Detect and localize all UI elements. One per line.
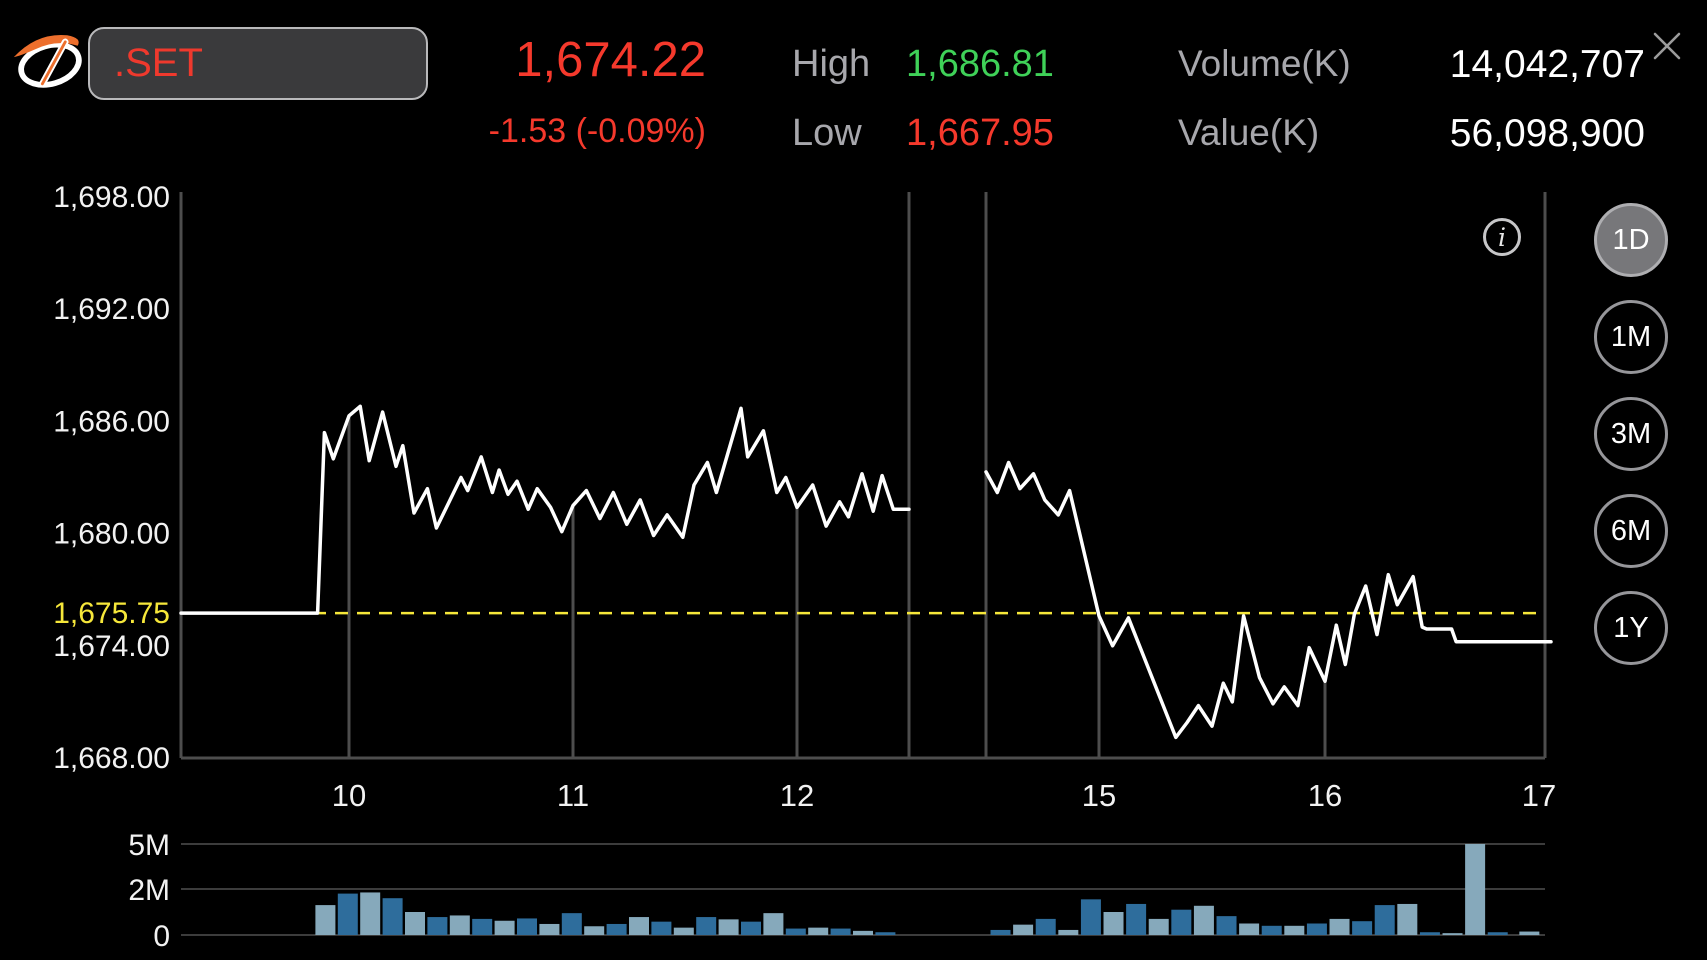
value-label: Value(K) — [1178, 112, 1320, 153]
volume-bar — [1465, 844, 1486, 935]
volume-bar — [1519, 931, 1540, 935]
broker-logo-icon — [13, 34, 82, 88]
volume-bar — [1284, 925, 1305, 935]
volume-bar — [1013, 924, 1034, 935]
volume-bar — [449, 915, 470, 935]
volume-bar — [651, 921, 672, 935]
x-axis-tick-label: 10 — [332, 778, 366, 813]
volume-bar — [606, 923, 627, 935]
volume-bar — [1487, 932, 1508, 935]
volume-bar — [1148, 918, 1169, 935]
volume-axis-label: 0 — [153, 920, 170, 953]
volume-bar — [382, 898, 403, 935]
price-change: -1.53 (-0.09%) — [488, 112, 706, 150]
low-label: Low — [792, 112, 862, 154]
volume-bar — [1035, 918, 1056, 935]
volume-bar — [1352, 921, 1373, 935]
volume-bar — [1419, 932, 1440, 935]
volume-bar — [405, 912, 425, 935]
volume-bar — [853, 930, 873, 935]
volume-bar — [1329, 918, 1350, 935]
last-price: 1,674.22 — [515, 33, 706, 87]
x-axis-tick-label: 12 — [780, 778, 814, 813]
range-button-1m[interactable]: 1M — [1594, 300, 1668, 374]
y-axis-tick-label: 1,680.00 — [53, 518, 170, 551]
volume-bar — [1239, 923, 1260, 935]
volume-bar — [360, 892, 381, 935]
volume-bar — [1442, 933, 1463, 935]
volume-value: 14,042,707 — [1449, 43, 1645, 86]
x-axis-tick-label: 15 — [1082, 778, 1116, 813]
volume-bar — [1058, 929, 1079, 935]
volume-bar — [472, 918, 493, 935]
volume-bar — [718, 919, 739, 935]
volume-bar — [584, 926, 605, 935]
volume-bar — [1216, 916, 1237, 935]
price-line-morning — [179, 404, 911, 615]
volume-bar — [1126, 903, 1147, 935]
volume-bar — [696, 917, 717, 935]
x-axis-tick-label: 16 — [1308, 778, 1342, 813]
y-axis-tick-label: 1,686.00 — [53, 405, 170, 438]
volume-bar — [1261, 925, 1282, 935]
volume-bar — [1397, 903, 1418, 935]
y-axis-tick-label: 1,698.00 — [53, 181, 170, 214]
volume-bar — [1103, 912, 1124, 935]
range-button-1y[interactable]: 1Y — [1594, 591, 1668, 665]
volume-bar — [1080, 899, 1101, 935]
range-button-6m[interactable]: 6M — [1594, 494, 1668, 568]
volume-bar — [1171, 909, 1192, 935]
volume-bar — [494, 920, 515, 935]
volume-bar — [875, 932, 896, 935]
price-line-afternoon — [984, 460, 1553, 740]
y-axis-tick-label: 1,674.00 — [53, 630, 170, 663]
x-axis-tick-label: 17 — [1522, 778, 1556, 813]
x-axis-tick-label: 11 — [557, 778, 589, 813]
high-value: 1,686.81 — [906, 43, 1054, 85]
volume-bar — [561, 913, 582, 935]
volume-bar — [629, 917, 649, 935]
volume-bar — [830, 928, 851, 935]
info-icon[interactable]: i — [1483, 218, 1521, 256]
y-axis-tick-label: 1,668.00 — [53, 742, 170, 775]
high-label: High — [792, 43, 871, 85]
volume-bar — [1306, 923, 1327, 935]
low-value: 1,667.95 — [906, 112, 1054, 154]
volume-bar — [1374, 905, 1395, 935]
volume-label: Volume(K) — [1178, 43, 1351, 84]
volume-bar — [673, 927, 694, 935]
volume-bar — [337, 893, 358, 935]
volume-bar — [741, 921, 761, 935]
range-button-1d[interactable]: 1D — [1594, 203, 1668, 277]
symbol-search-input[interactable]: .SET — [88, 27, 428, 100]
volume-bar — [990, 929, 1011, 935]
volume-bar — [315, 905, 336, 935]
volume-axis-label: 2M — [128, 874, 170, 907]
volume-bar — [427, 917, 448, 935]
range-button-3m[interactable]: 3M — [1594, 397, 1668, 471]
volume-bar — [763, 913, 784, 935]
y-axis-tick-label: 1,692.00 — [53, 293, 170, 326]
volume-bar — [539, 923, 560, 935]
close-icon[interactable] — [1649, 28, 1685, 64]
prev-close-label: 1,675.75 — [53, 597, 170, 630]
value-value: 56,098,900 — [1449, 112, 1645, 155]
volume-bar — [785, 928, 806, 935]
volume-bar — [1193, 905, 1214, 935]
volume-bar — [517, 918, 537, 935]
volume-bar — [808, 927, 829, 935]
volume-axis-label: 5M — [128, 829, 170, 862]
